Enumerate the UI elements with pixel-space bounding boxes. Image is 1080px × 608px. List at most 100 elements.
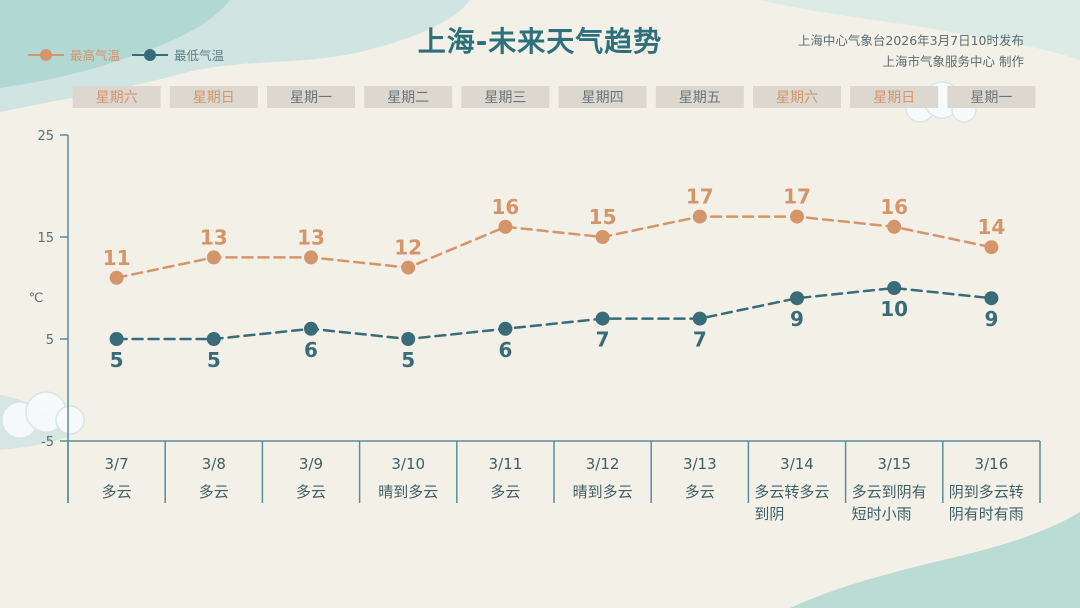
high-temp-label: 17 [686,185,714,209]
weekday-box [364,86,453,108]
weather-desc: 阴有时有雨 [949,505,1024,523]
page-title: 上海-未来天气趋势 [417,25,663,58]
high-temp-point [595,230,610,244]
high-temp-point [304,250,318,265]
low-temp-point [692,311,707,326]
weekday-box [558,86,647,108]
low-temp-point [984,291,999,306]
date-label: 3/14 [780,455,814,473]
high-temp-point [984,240,999,255]
high-temp-label: 16 [491,195,519,219]
weekday-label: 星期一 [290,90,332,106]
date-label: 3/11 [489,455,523,473]
weekday-label: 星期日 [193,90,235,106]
low-temp-point [595,311,610,326]
low-temp-label: 10 [880,297,908,321]
weather-desc: 多云转多云 [754,483,829,501]
weekday-label: 星期日 [873,90,915,106]
low-temp-point [887,281,902,295]
high-temp-line [115,215,993,280]
low-temp-point [109,332,124,346]
legend: 最高气温 最低气温 [28,45,236,64]
high-temp-point [790,209,804,224]
weekday-box [753,86,841,108]
date-label: 3/12 [586,455,620,473]
weather-desc: 晴到多云 [573,483,633,501]
weekday-label: 星期五 [679,90,721,106]
weather-desc: 到阴 [754,505,784,523]
low-temp-label: 6 [498,338,512,362]
low-temp-label: 7 [596,328,610,352]
high-temp-point [498,219,513,234]
date-label: 3/9 [299,455,323,473]
date-label: 3/7 [105,455,129,473]
y-tick-label: -5 [41,435,54,450]
weekday-box [461,86,550,108]
bottom-right-watercolor [790,512,1080,608]
weather-desc: 短时小雨 [852,505,912,523]
weekday-box [655,86,744,108]
high-temp-point [206,250,221,265]
publisher-info: 上海中心气象台2026年3月7日10时发布 上海市气象服务中心 制作 [798,30,1024,72]
weekday-label: 星期三 [484,90,526,106]
weekday-label: 星期二 [387,90,429,106]
top-right-watercolor [760,0,1080,60]
weather-desc: 多云 [296,483,326,501]
low-temp-label: 9 [984,307,998,331]
high-temp-label: 11 [103,246,131,270]
y-tick-label: 15 [37,231,54,246]
low-temp-point [206,332,221,346]
weekday-label: 星期六 [96,90,138,106]
weekday-box [169,86,258,108]
high-temp-point [401,260,416,275]
weather-desc: 多云到阴有 [852,483,927,501]
low-temp-point [498,321,513,336]
weekday-label: 星期一 [970,90,1012,106]
weather-desc: 多云 [685,483,715,501]
high-temp-point [692,209,707,224]
low-temp-label: 5 [401,348,415,372]
high-temp-label: 13 [297,225,325,249]
low-temp-line [115,286,993,341]
weekday-box [267,86,355,108]
low-temp-label: 5 [207,348,221,372]
low-temp-label: 9 [790,307,804,331]
weekday-box [850,86,939,108]
legend-item-low: 最低气温 [132,45,224,64]
weekday-label: 星期六 [776,90,818,106]
weekday-box [72,86,161,108]
date-label: 3/8 [202,455,226,473]
high-temp-label: 15 [589,205,617,229]
y-tick-label: 25 [37,129,54,144]
low-temp-label: 5 [110,348,124,372]
low-temp-label: 6 [304,338,318,362]
low-temp-point [401,332,416,346]
high-temp-label: 16 [880,195,908,219]
low-temp-point [304,321,318,336]
legend-high-label: 最高气温 [70,48,121,63]
y-tick-label: 5 [46,333,54,348]
date-label: 3/10 [391,455,425,473]
weather-desc: 阴到多云转 [949,483,1024,501]
legend-high-marker [28,48,64,61]
low-temp-point [790,291,804,306]
cloud-left [1,391,85,439]
high-temp-point [887,219,902,234]
legend-low-marker [132,48,169,61]
high-temp-label: 14 [977,215,1005,239]
weather-desc: 多云 [490,483,520,501]
legend-item-high: 最高气温 [28,45,120,64]
high-temp-label: 17 [783,185,811,209]
high-temp-label: 13 [200,225,228,249]
top-left-watercolor-deep [0,0,230,88]
date-label: 3/15 [877,455,911,473]
high-temp-label: 12 [394,236,422,260]
weekday-label: 星期四 [582,90,624,106]
weather-desc: 多云 [199,483,229,501]
high-temp-point [109,270,124,285]
date-label: 3/13 [683,455,717,473]
weekday-box [947,86,1036,108]
